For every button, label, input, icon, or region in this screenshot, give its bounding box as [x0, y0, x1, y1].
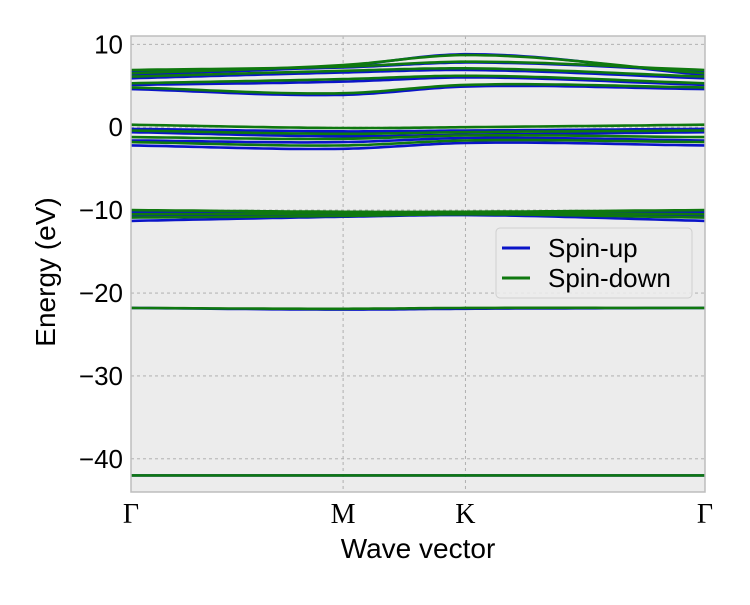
band-line-down-11: [130, 67, 706, 78]
x-axis-label: Wave vector: [341, 533, 496, 564]
band-line-down-6: [130, 134, 705, 141]
y-tick-label-5: −40: [79, 444, 123, 474]
y-tick-label-1: 0: [109, 112, 123, 142]
legend-label-spin-up: Spin-up: [548, 233, 638, 263]
plot-frame: [130, 35, 706, 493]
series-spin-down: [130, 53, 706, 477]
band-line-down-13: [130, 60, 706, 72]
band-line-down-1: [130, 306, 705, 311]
legend-box: [495, 227, 693, 299]
band-line-down-2: [130, 213, 706, 219]
band-line-up-7: [130, 130, 706, 138]
band-line-up-9: [130, 84, 706, 97]
y-tick-label-4: −30: [79, 361, 123, 391]
band-line-down-7: [130, 129, 706, 136]
y-tick-label-0: 10: [94, 29, 123, 59]
y-tick-label-2: −10: [79, 195, 123, 225]
legend-label-spin-down: Spin-down: [548, 263, 671, 293]
legend: Spin-up Spin-down: [495, 227, 693, 299]
band-line-down-9: [130, 82, 706, 95]
y-axis-label: Energy (eV): [30, 197, 61, 346]
band-line-up-11: [130, 68, 706, 80]
band-line-down-4: [130, 208, 706, 214]
x-tick-label-3: Γ: [697, 499, 713, 530]
x-tick-label-0: Γ: [123, 499, 139, 530]
y-tick-label-3: −20: [79, 278, 123, 308]
band-line-up-8: [130, 127, 705, 133]
x-tick-label-1: M: [331, 499, 356, 530]
band-line-down-8: [130, 123, 706, 130]
band-line-down-10: [130, 74, 706, 85]
band-line-down-5: [130, 138, 706, 147]
x-tick-label-2: K: [455, 499, 475, 530]
band-line-up-5: [130, 141, 706, 151]
band-line-up-10: [130, 76, 706, 87]
bands: [130, 52, 706, 477]
band-line-up-6: [131, 136, 706, 144]
ticks: 100−10−20−30−40Γ M K Γ: [79, 29, 713, 530]
